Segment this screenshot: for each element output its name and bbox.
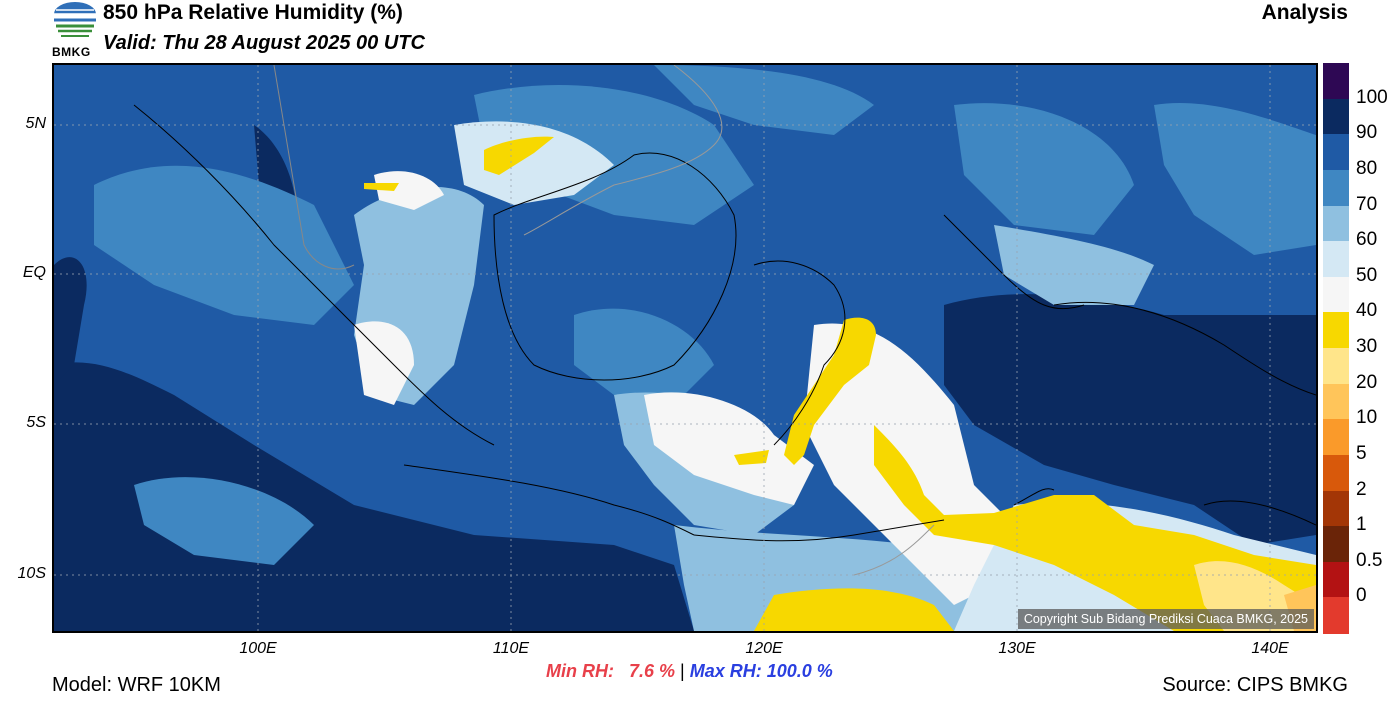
- colorbar-segment: [1323, 205, 1349, 242]
- colorbar-segment: [1323, 241, 1349, 278]
- lat-label-eq: EQ: [22, 264, 46, 281]
- analysis-label: Analysis: [1261, 1, 1348, 24]
- colorbar-label: 40: [1356, 300, 1378, 322]
- humidity-map: Copyright Sub Bidang Prediksi Cuaca BMKG…: [52, 63, 1318, 633]
- colorbar-segment: [1323, 348, 1349, 385]
- logo-text: BMKG: [52, 45, 91, 59]
- bmkg-logo: [50, 0, 100, 60]
- rh-stats: Min RH: 7.6 % | Max RH: 100.0 %: [546, 661, 833, 682]
- copyright-notice: Copyright Sub Bidang Prediksi Cuaca BMKG…: [1017, 609, 1314, 629]
- min-rh: Min RH: 7.6 %: [546, 661, 681, 681]
- colorbar-segment: [1323, 134, 1349, 171]
- colorbar-segment: [1323, 383, 1349, 420]
- lon-label-130e: 130E: [998, 640, 1036, 657]
- page-title: 850 hPa Relative Humidity (%): [103, 1, 403, 24]
- lat-label-5n: 5N: [25, 115, 46, 132]
- lon-label-100e: 100E: [239, 640, 277, 657]
- lon-label-120e: 120E: [745, 640, 783, 657]
- colorbar-label: 1: [1356, 514, 1367, 536]
- colorbar-segment: [1323, 419, 1349, 456]
- lat-label-10s: 10S: [17, 565, 46, 582]
- colorbar: [1323, 63, 1349, 634]
- colorbar-segment: [1323, 454, 1349, 491]
- map-canvas: [54, 65, 1316, 631]
- colorbar-label: 10: [1356, 407, 1378, 429]
- colorbar-label: 20: [1356, 371, 1378, 393]
- colorbar-label: 30: [1356, 336, 1378, 357]
- max-rh: Max RH: 100.0 %: [689, 661, 833, 681]
- colorbar-segment: [1323, 98, 1349, 135]
- colorbar-label: 0.5: [1356, 549, 1383, 571]
- colorbar-label: 2: [1356, 478, 1367, 500]
- colorbar-segment: [1323, 169, 1349, 206]
- source-label: Source: CIPS BMKG: [1162, 674, 1348, 696]
- colorbar-segment: [1323, 276, 1349, 313]
- colorbar-segment: [1323, 526, 1349, 563]
- lon-label-140e: 140E: [1251, 640, 1289, 657]
- colorbar-label: 60: [1356, 229, 1378, 251]
- colorbar-label: 80: [1356, 157, 1378, 179]
- colorbar-label: 70: [1356, 193, 1378, 215]
- colorbar-segment: [1323, 63, 1349, 100]
- valid-time: Valid: Thu 28 August 2025 00 UTC: [103, 32, 425, 54]
- model-label: Model: WRF 10KM: [52, 674, 221, 696]
- colorbar-segment: [1323, 597, 1349, 634]
- stats-separator: |: [680, 661, 690, 681]
- colorbar-label: 90: [1356, 122, 1378, 144]
- colorbar-label: 100: [1356, 86, 1388, 108]
- colorbar-segment: [1323, 490, 1349, 527]
- lat-label-5s: 5S: [26, 414, 46, 431]
- colorbar-label: 5: [1356, 442, 1367, 464]
- colorbar-label: 50: [1356, 264, 1378, 286]
- colorbar-label: 0: [1356, 585, 1367, 607]
- colorbar-segment: [1323, 312, 1349, 349]
- lon-label-110e: 110E: [492, 640, 530, 657]
- colorbar-segment: [1323, 561, 1349, 598]
